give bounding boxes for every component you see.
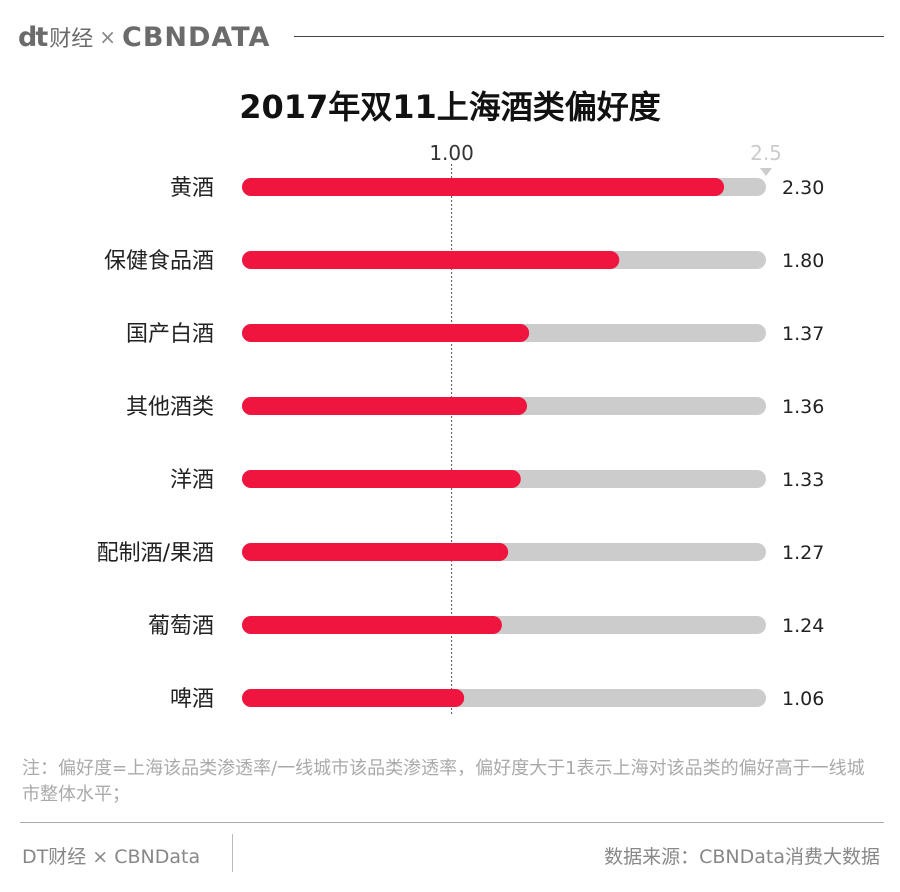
footer-divider (20, 822, 884, 823)
axis-max-marker (760, 168, 772, 176)
value-label: 1.36 (782, 396, 824, 418)
header: dt 财经 × CBNDATA (0, 0, 900, 70)
category-label: 啤酒 (170, 687, 214, 712)
footer-brand: DT财经 × CBNData (22, 846, 201, 868)
value-label: 1.33 (782, 469, 824, 491)
value-label: 1.27 (782, 542, 824, 564)
category-label: 国产白酒 (126, 322, 214, 347)
value-label: 1.06 (782, 688, 824, 710)
brand-logo: dt 财经 × CBNDATA (18, 21, 271, 53)
logo-cbn: CBNDATA (122, 21, 271, 53)
category-label: 黄酒 (170, 176, 214, 201)
header-divider (294, 36, 884, 37)
logo-cn: 财经 (49, 27, 94, 52)
chart-title: 2017年双11上海酒类偏好度 (239, 88, 661, 126)
bar-chart: 1.00 2.5 黄酒 2.30 保健食品酒 1.80 国产白酒 1.37 其他酒类 1.36 洋酒… (97, 141, 824, 715)
axis-max-label: 2.5 (750, 141, 782, 165)
value-label: 1.24 (782, 615, 824, 637)
footer-separator (232, 834, 233, 872)
data-source: 数据来源：CBNData消费大数据 (604, 846, 880, 868)
bar (242, 616, 502, 634)
category-label: 洋酒 (170, 468, 214, 493)
value-label: 1.80 (782, 250, 824, 272)
bar (242, 178, 725, 196)
bar (242, 470, 521, 488)
reference-line-label: 1.00 (429, 141, 474, 165)
bar (242, 397, 528, 415)
footnote: 注：偏好度=上海该品类渗透率/一线城市该品类渗透率，偏好度大于1表示上海对该品类… (22, 758, 865, 805)
value-label: 1.37 (782, 323, 824, 345)
category-label: 配制酒/果酒 (97, 541, 214, 566)
category-label: 保健食品酒 (104, 249, 214, 274)
bar (242, 543, 509, 561)
category-label: 葡萄酒 (148, 614, 214, 639)
bar (242, 251, 620, 269)
logo-dt: dt (18, 21, 48, 53)
logo-x: × (99, 25, 117, 49)
value-label: 2.30 (782, 177, 824, 199)
category-label: 其他酒类 (126, 395, 214, 420)
bar (242, 324, 530, 342)
bar (242, 689, 465, 707)
